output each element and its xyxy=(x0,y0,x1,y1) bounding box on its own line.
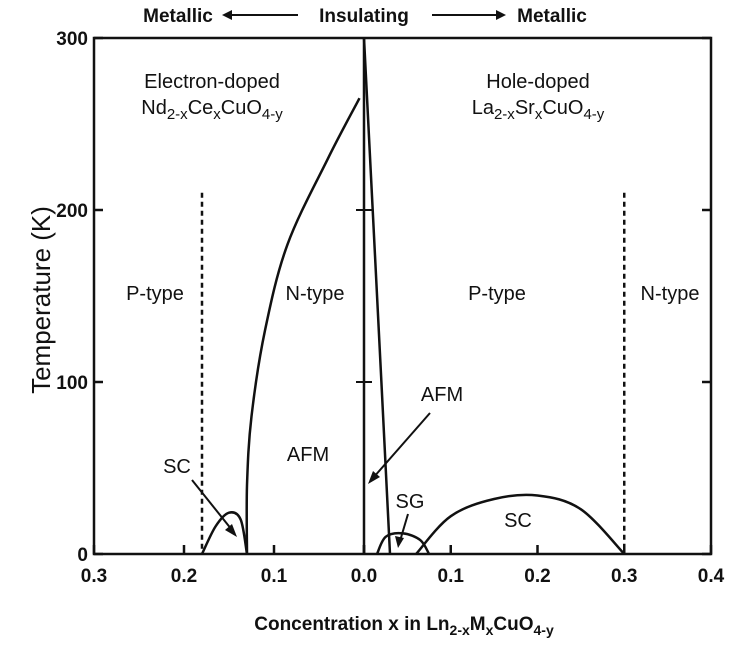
afm-pointer-arrow xyxy=(372,412,431,479)
x-tick-label: 0.0 xyxy=(351,566,377,587)
electron-doped-afm-boundary xyxy=(245,97,361,555)
afm-pointer-head-icon xyxy=(368,471,380,484)
y-tick-label: 100 xyxy=(56,373,88,394)
xlabel-part: M xyxy=(470,614,486,635)
y-tick-label: 200 xyxy=(56,201,88,222)
hole-doped-afm-boundary xyxy=(362,37,392,555)
formula-part: La xyxy=(472,97,495,119)
plot-frame xyxy=(92,36,713,556)
formula-subscript: 4-y xyxy=(262,106,283,123)
top-label-metallic-left: Metallic xyxy=(143,6,213,27)
electron-doped-label: Electron-doped xyxy=(144,71,280,93)
formula-subscript: x xyxy=(535,106,543,123)
hole-doped-formula: La2-xSrxCuO4-y xyxy=(472,97,605,123)
arrow-right-head-icon xyxy=(496,10,506,20)
axis-ticks: 0 100 200 300 0.3 0.2 0.1 0.0 0.1 0.2 0.3 0.4 xyxy=(56,29,724,587)
region-label-sc-right: SC xyxy=(504,510,532,532)
region-label-ptype-right: P-type xyxy=(468,283,526,305)
xlabel-subscript: x xyxy=(486,622,494,638)
xlabel-subscript: 2-x xyxy=(450,622,470,638)
x-tick-label: 0.3 xyxy=(611,566,637,587)
formula-part: Nd xyxy=(141,97,167,119)
y-axis-title: Temperature (K) xyxy=(26,206,56,394)
formula-subscript: 4-y xyxy=(583,106,604,123)
y-tick-label: 300 xyxy=(56,29,88,50)
formula-subscript: 2-x xyxy=(167,106,188,123)
hole-doped-label: Hole-doped xyxy=(486,71,589,93)
region-label-ptype-left: P-type xyxy=(126,283,184,305)
x-axis-title: Concentration x in Ln2-xMxCuO4-y xyxy=(254,614,554,638)
y-tick-label: 0 xyxy=(77,545,88,566)
formula-subscript: 2-x xyxy=(494,106,515,123)
sg-pointer-arrow xyxy=(399,513,409,542)
x-tick-label: 0.4 xyxy=(698,566,725,587)
sc-pointer-head-icon xyxy=(225,524,237,537)
region-label-ntype-left: N-type xyxy=(286,283,345,305)
hole-doped-sg-dome xyxy=(375,531,431,555)
top-label-metallic-right: Metallic xyxy=(517,6,587,27)
formula-subscript: x xyxy=(213,106,221,123)
region-label-sg: SG xyxy=(396,491,425,513)
region-label-ntype-center: N-type xyxy=(282,283,341,305)
x-tick-label: 0.3 xyxy=(81,566,107,587)
formula-part: Sr xyxy=(515,97,535,119)
sg-pointer-head-icon xyxy=(395,536,404,548)
region-label-afm-right: AFM xyxy=(421,384,463,406)
region-label-ntype-right: N-type xyxy=(641,283,700,305)
formula-part: CuO xyxy=(221,97,262,119)
top-label-insulating: Insulating xyxy=(319,6,409,27)
xlabel-part: Concentration x in Ln xyxy=(254,614,449,635)
x-tick-label: 0.2 xyxy=(524,566,550,587)
electron-doped-sc-dome xyxy=(200,511,249,555)
region-label-afm-left: AFM xyxy=(287,444,329,466)
xlabel-subscript: 4-y xyxy=(534,622,554,638)
hole-doped-sc-dome xyxy=(415,493,626,555)
sc-pointer-arrow xyxy=(191,479,233,531)
arrow-left-head-icon xyxy=(222,10,232,20)
x-tick-label: 0.1 xyxy=(438,566,465,587)
formula-part: Ce xyxy=(188,97,214,119)
formula-part: CuO xyxy=(542,97,583,119)
x-tick-label: 0.2 xyxy=(171,566,197,587)
electron-doped-formula: Nd2-xCexCuO4-y xyxy=(141,97,283,123)
x-tick-label: 0.1 xyxy=(261,566,288,587)
xlabel-part: CuO xyxy=(493,614,533,635)
region-label-sc-left: SC xyxy=(163,456,191,478)
